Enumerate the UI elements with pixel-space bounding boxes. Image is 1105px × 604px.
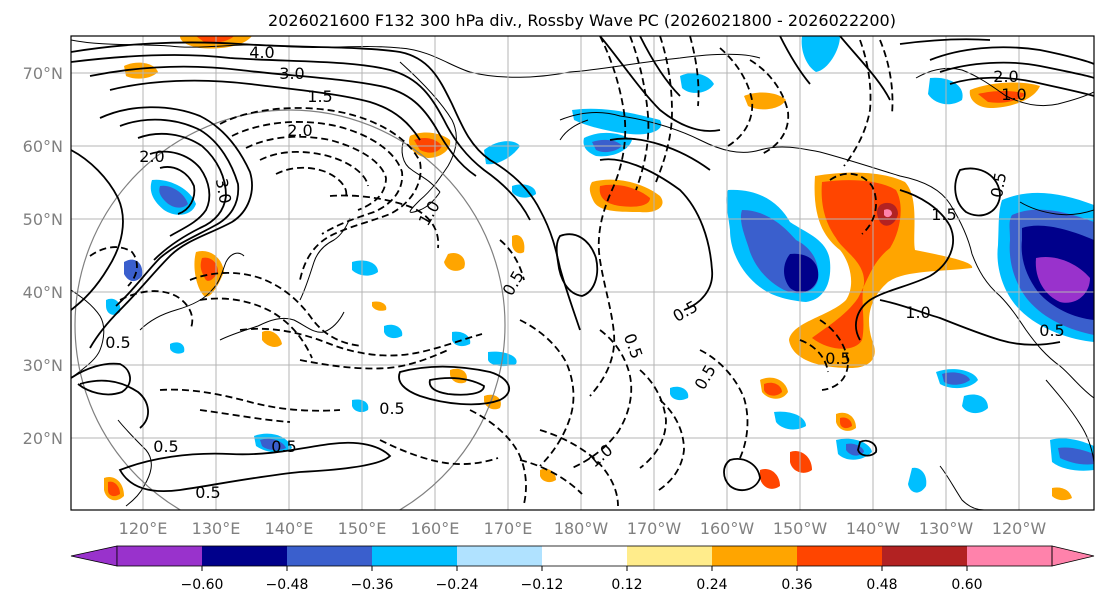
contour-label: 0.5 <box>1039 321 1064 340</box>
contour-label: 0.5 <box>153 437 178 456</box>
colorbar-tick-label: 0.48 <box>866 577 897 593</box>
colorbar-segment <box>542 546 627 566</box>
lon-label: 120°W <box>992 519 1047 538</box>
colorbar-extend-high <box>1051 545 1095 567</box>
contour-label: 2.0 <box>139 147 164 166</box>
lat-label: 30°N <box>23 356 63 375</box>
colorbar-tick-label: 0.24 <box>696 577 727 593</box>
contour-label: 0.5 <box>271 437 296 456</box>
colorbar-segment <box>117 546 202 566</box>
lon-label: 160°E <box>411 519 460 538</box>
contour-label: 0.5 <box>987 171 1010 199</box>
lon-label: 160°W <box>700 519 755 538</box>
lon-label: 130°W <box>919 519 974 538</box>
contour-label: 4.0 <box>249 43 274 62</box>
lat-label: 20°N <box>23 429 63 448</box>
colorbar-tick-label: −0.12 <box>521 577 564 593</box>
lon-label: 120°E <box>119 519 168 538</box>
longitude-labels: 120°E 130°E 140°E 150°E 160°E 170°E 180°… <box>119 519 1047 538</box>
colorbar-segment <box>967 546 1052 566</box>
lat-label: 60°N <box>23 137 63 156</box>
dashed-contours <box>89 36 894 507</box>
lat-label: 70°N <box>23 64 63 83</box>
solid-contours <box>71 36 1094 493</box>
contour-label: 1.5 <box>307 87 332 106</box>
colorbar-segment <box>712 546 797 566</box>
colorbar-tick-label: 0.60 <box>951 577 982 593</box>
negative-patch-west-coast <box>997 192 1094 342</box>
colorbar-frame <box>116 545 1053 567</box>
lon-label: 170°W <box>627 519 682 538</box>
contour-label: 3.0 <box>279 64 304 83</box>
shaded-field <box>104 36 1094 501</box>
contour-label: 0.5 <box>195 483 220 502</box>
map-content: 4.0 3.0 1.5 2.0 2.0 3.0 1.0 0.5 0.5 1.0 … <box>71 36 1094 510</box>
gridlines <box>71 36 1094 510</box>
positive-patch-gulf-alaska <box>789 172 973 368</box>
colorbar-tick-label: −0.48 <box>266 577 309 593</box>
lon-label: 150°E <box>338 519 387 538</box>
lat-label: 40°N <box>23 283 63 302</box>
colorbar-tick-labels: −0.60 −0.48 −0.36 −0.24 −0.12 0.12 0.24 … <box>181 577 983 593</box>
colorbar-ticks <box>201 566 968 571</box>
reference-circle <box>74 109 506 510</box>
map-panel: 4.0 3.0 1.5 2.0 2.0 3.0 1.0 0.5 0.5 1.0 … <box>70 35 1095 511</box>
figure-title: 2026021600 F132 300 hPa div., Rossby Wav… <box>268 11 896 30</box>
map-frame <box>70 35 1095 511</box>
contour-label: 2.0 <box>287 121 312 140</box>
contour-label: 3.0 <box>212 177 235 205</box>
colorbar-segment <box>457 546 542 566</box>
colorbar-segment <box>202 546 287 566</box>
contour-label: 0.5 <box>379 399 404 418</box>
colorbar-segment <box>797 546 882 566</box>
colorbar-segment <box>287 546 372 566</box>
colorbar-tick-label: −0.36 <box>351 577 394 593</box>
colorbar: −0.60 −0.48 −0.36 −0.24 −0.12 0.12 0.24 … <box>70 545 1095 593</box>
colorbar-segment <box>627 546 712 566</box>
contour-label: 1.0 <box>1001 85 1026 104</box>
coastlines <box>71 39 1094 510</box>
colorbar-segment <box>882 546 967 566</box>
contour-label: 0.5 <box>825 349 850 368</box>
colorbar-tick-label: 0.12 <box>611 577 642 593</box>
lon-label: 150°W <box>773 519 828 538</box>
contour-label: 1.5 <box>931 205 956 224</box>
lon-label: 180°W <box>554 519 609 538</box>
colorbar-tick-label: −0.24 <box>436 577 479 593</box>
lon-label: 130°E <box>192 519 241 538</box>
lon-label: 140°W <box>846 519 901 538</box>
latitude-labels: 70°N 60°N 50°N 40°N 30°N 20°N <box>23 64 63 448</box>
small-patches <box>104 36 1094 501</box>
lon-label: 170°E <box>484 519 533 538</box>
contour-label: 0.5 <box>105 333 130 352</box>
contour-label: 1.0 <box>905 303 930 322</box>
colorbar-tick-label: −0.60 <box>181 577 224 593</box>
colorbar-extend-low <box>70 545 118 567</box>
lat-label: 50°N <box>23 210 63 229</box>
contour-label: 2.0 <box>993 67 1018 86</box>
colorbar-segment <box>372 546 457 566</box>
colorbar-tick-label: 0.36 <box>781 577 812 593</box>
lon-label: 140°E <box>265 519 314 538</box>
negative-patch-north-pacific <box>726 189 831 302</box>
